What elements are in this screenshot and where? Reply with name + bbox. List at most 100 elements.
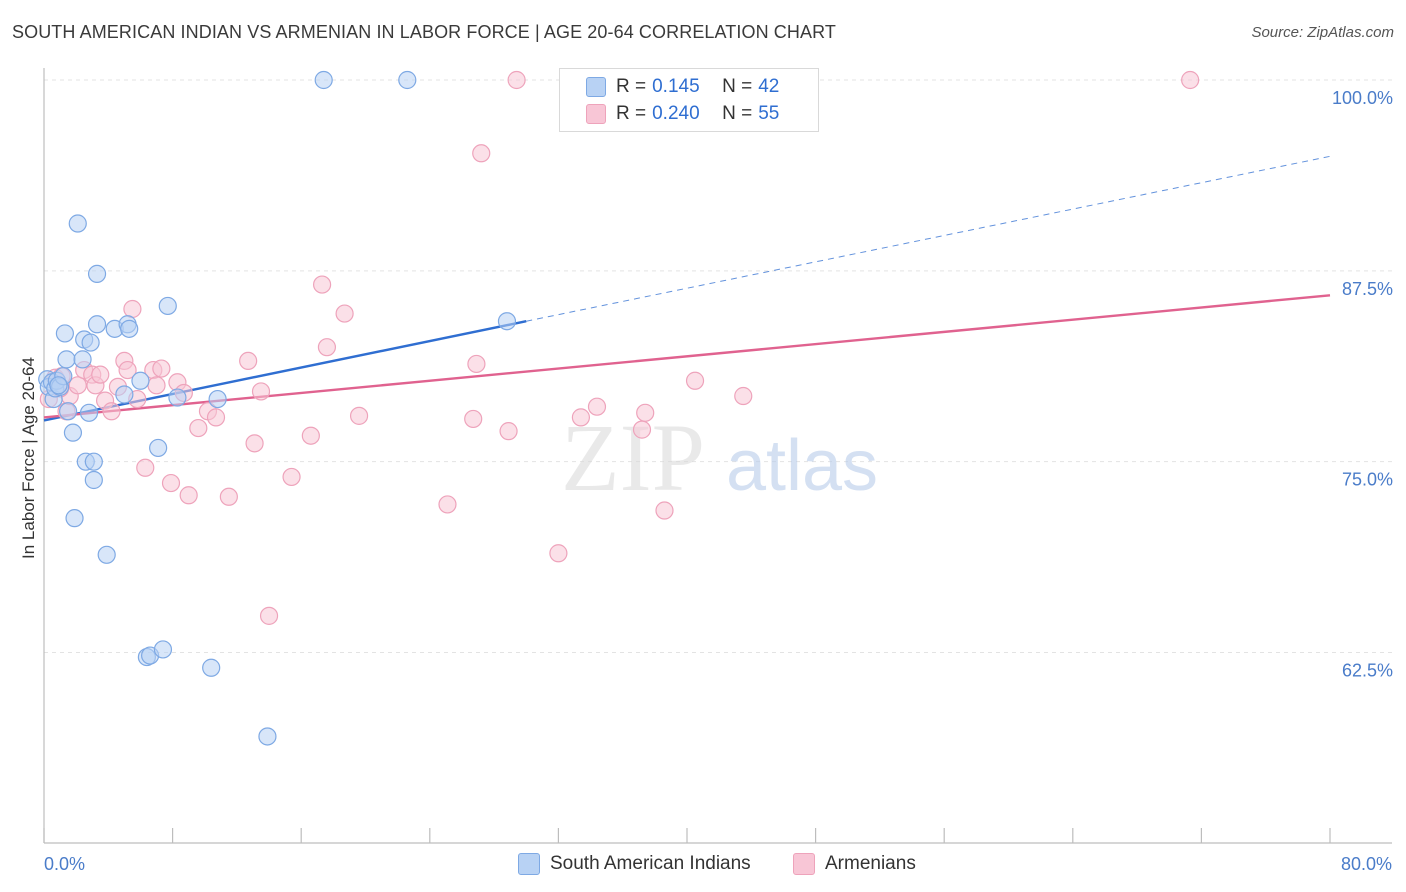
point-south-american-indian [497, 312, 517, 331]
trend-line-blue-extension [526, 155, 1331, 322]
watermark: ZIP atlas [561, 404, 878, 511]
legend-swatch-blue [586, 77, 606, 97]
legend-row-pink: R = 0.240 N = 55 [586, 102, 779, 126]
point-south-american-indian [49, 376, 68, 395]
x-tick-label: 80.0% [1341, 854, 1392, 874]
point-armenian [206, 408, 226, 427]
point-armenian [499, 422, 518, 441]
point-armenian [312, 275, 332, 294]
point-armenian [282, 467, 301, 487]
point-armenian [251, 382, 271, 401]
axes [43, 68, 1392, 844]
point-armenian [259, 606, 279, 625]
point-south-american-indian [115, 385, 134, 404]
y-axis-label: In Labor Force | Age 20-64 [19, 357, 38, 559]
legend-r-value: 0.145 [652, 76, 700, 97]
point-south-american-indian [202, 658, 221, 677]
point-armenian [349, 406, 369, 425]
point-armenian [219, 487, 238, 506]
point-armenian [118, 360, 137, 380]
point-armenian [239, 351, 258, 371]
point-south-american-indian [68, 214, 87, 233]
point-armenian [317, 338, 337, 357]
legend-swatch-pink [586, 104, 606, 124]
point-armenian [632, 420, 652, 439]
point-south-american-indian [84, 470, 103, 490]
y-tick-label: 62.5% [1342, 661, 1393, 681]
point-south-american-indian [65, 509, 84, 528]
point-armenian [123, 299, 142, 319]
point-south-american-indian [208, 389, 227, 409]
legend-n-value: 42 [758, 76, 780, 97]
legend-n-value: 55 [758, 103, 780, 124]
point-south-american-indian [153, 640, 173, 659]
point-south-american-indian [131, 371, 150, 390]
point-south-american-indian [168, 388, 187, 407]
point-armenian [301, 426, 320, 445]
legend-row-blue: R = 0.145 N = 42 [586, 75, 779, 99]
point-armenian [464, 409, 483, 429]
point-armenian [245, 434, 264, 453]
point-armenian [507, 70, 526, 90]
point-south-american-indian [84, 452, 103, 471]
data-points [38, 70, 1200, 746]
watermark-atlas: atlas [726, 426, 878, 506]
point-south-american-indian [87, 315, 107, 334]
point-south-american-indian [97, 545, 116, 564]
point-armenian [472, 144, 491, 163]
tick-labels: 100.0% 87.5% 75.0% 62.5% 0.0% 80.0% [44, 88, 1393, 874]
point-south-american-indian [258, 727, 277, 746]
point-south-american-indian [55, 324, 74, 343]
point-armenian [655, 501, 674, 520]
point-armenian [91, 365, 110, 384]
point-armenian [147, 376, 166, 395]
point-south-american-indian [87, 264, 107, 283]
y-tick-label: 75.0% [1342, 470, 1393, 490]
point-south-american-indian [120, 319, 139, 338]
point-armenian [734, 386, 753, 406]
legend-r-value: 0.240 [652, 103, 700, 124]
legend-item-south-american-indians: South American Indians [518, 852, 751, 876]
point-south-american-indian [57, 350, 76, 369]
point-south-american-indian [314, 70, 333, 90]
point-south-american-indian [398, 70, 417, 90]
point-south-american-indian [59, 402, 78, 421]
point-armenian [1181, 70, 1200, 90]
y-tick-label: 87.5% [1342, 279, 1393, 299]
point-armenian [335, 304, 354, 323]
point-armenian [152, 359, 171, 378]
point-south-american-indian [81, 333, 100, 352]
x-tick-label: 0.0% [44, 854, 85, 874]
point-armenian [102, 402, 121, 421]
legend-swatch-pink [793, 853, 815, 875]
point-armenian [179, 486, 198, 505]
point-armenian [189, 418, 208, 438]
legend-swatch-blue [518, 853, 540, 875]
point-armenian [438, 495, 457, 514]
source-credit: Source: ZipAtlas.com [1251, 24, 1394, 41]
legend-item-armenians: Armenians [793, 852, 916, 876]
point-armenian [136, 458, 155, 477]
trend-line-blue [43, 320, 527, 422]
legend-r-label: R = [616, 76, 647, 97]
point-south-american-indian [149, 438, 168, 458]
point-armenian [467, 354, 486, 374]
legend-label: South American Indians [550, 853, 751, 874]
legend-r-label: R = [616, 103, 647, 124]
legend-n-label: N = [722, 103, 753, 124]
point-armenian [685, 371, 705, 390]
legend-label: Armenians [825, 853, 916, 874]
point-south-american-indian [158, 296, 177, 316]
stats-legend: R = 0.145 N = 42 R = 0.240 N = 55 [559, 68, 819, 132]
trend-line-pink [43, 294, 1331, 419]
legend-n-label: N = [722, 76, 753, 97]
point-armenian [571, 408, 591, 427]
point-armenian [549, 544, 568, 563]
point-armenian [161, 473, 181, 493]
point-south-american-indian [63, 423, 83, 442]
y-tick-label: 100.0% [1332, 88, 1393, 108]
point-armenian [636, 403, 655, 422]
point-south-american-indian [79, 403, 99, 422]
point-armenian [587, 397, 607, 416]
